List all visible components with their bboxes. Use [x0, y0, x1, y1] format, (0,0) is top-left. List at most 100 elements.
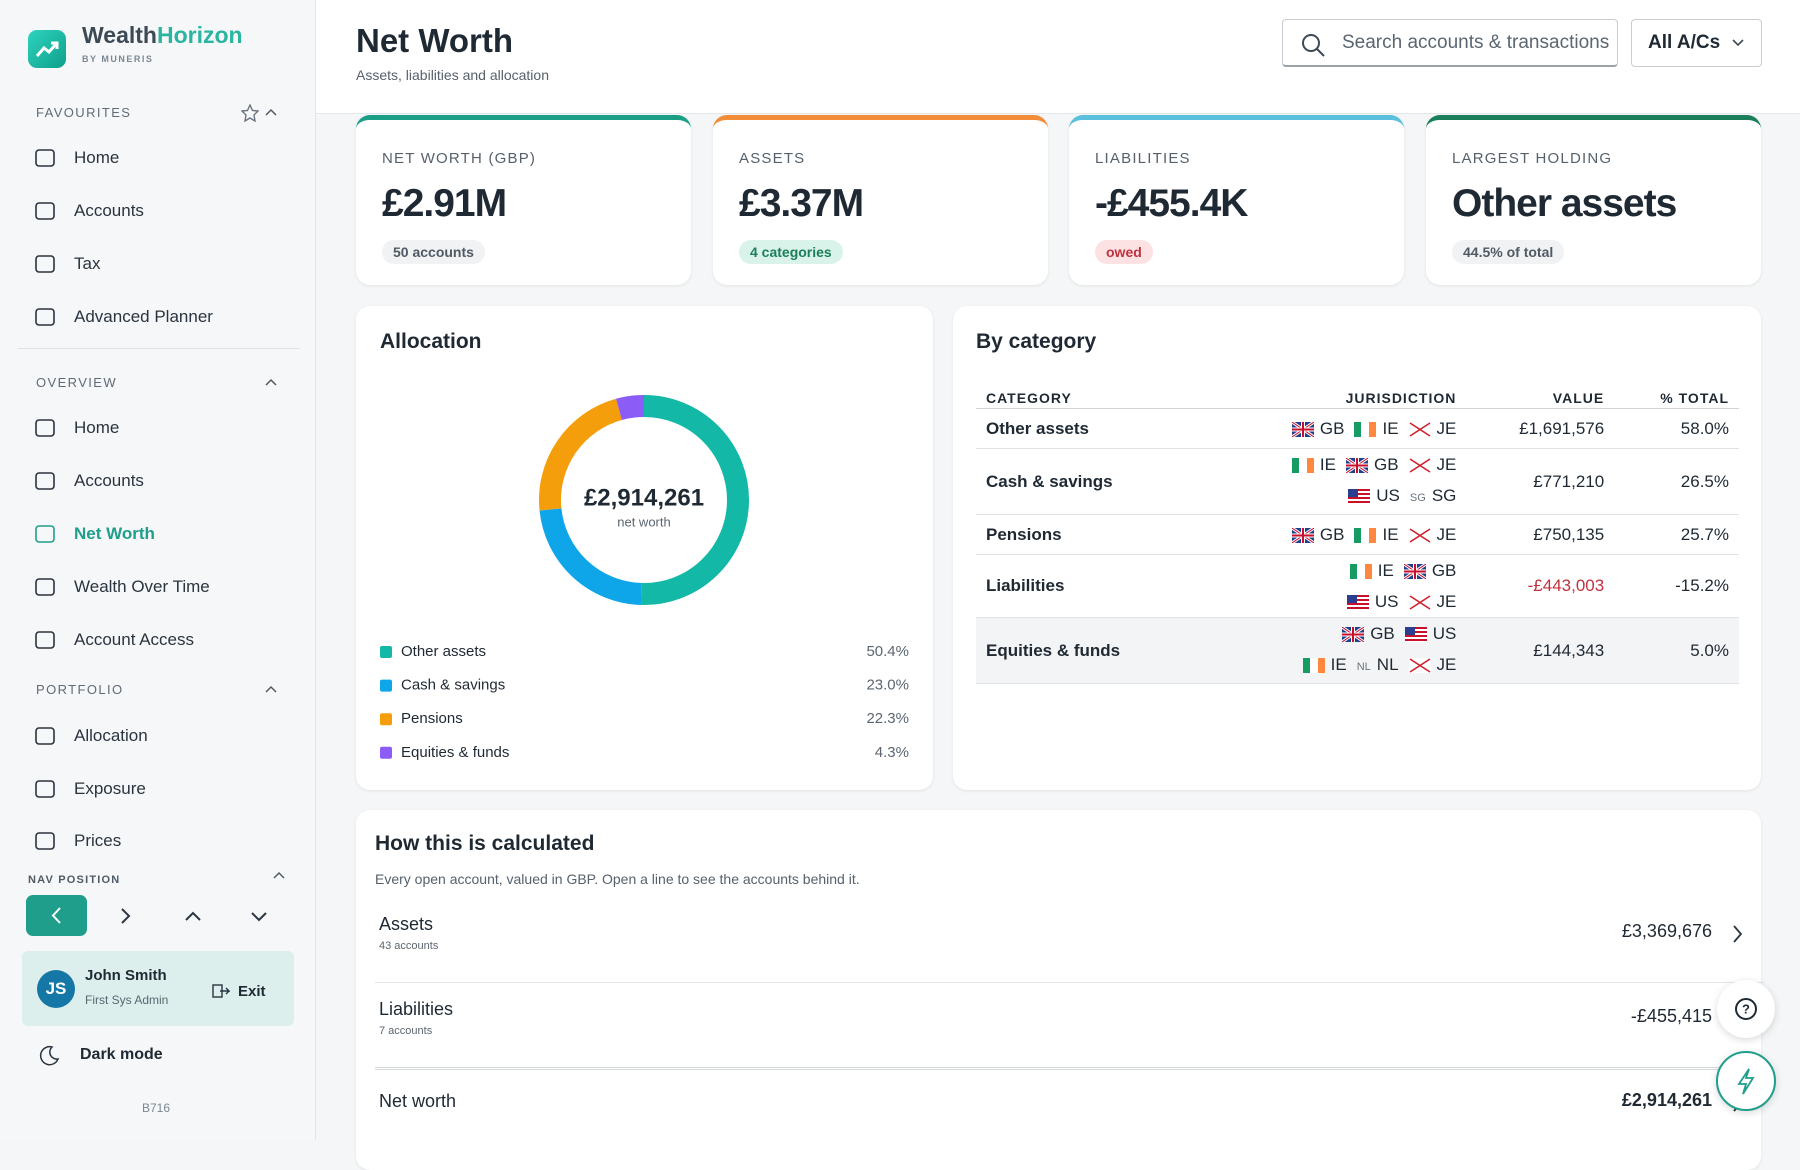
nav-icon: [35, 255, 55, 273]
flag: [1345, 458, 1368, 474]
table-row: Other assets GB IE JE £1,691,576 58.0%: [976, 408, 1739, 449]
flag-part: [1369, 528, 1377, 544]
section-title: FAVOURITES: [36, 105, 132, 120]
jurisdiction-code: NL: [1376, 655, 1399, 674]
nav-item[interactable]: Home: [74, 148, 120, 167]
jurisdiction-code: SG: [1431, 486, 1457, 505]
category-cell: Equities & funds: [976, 617, 1193, 684]
help-button[interactable]: ?: [1717, 980, 1775, 1038]
icon-shape: [35, 472, 55, 490]
flag-part: [1346, 603, 1369, 606]
collapse-chevron[interactable]: [273, 871, 285, 879]
nav-item[interactable]: Advanced Planner: [74, 307, 213, 326]
jurisdiction-code: US: [1432, 624, 1457, 643]
quick-action-button[interactable]: [1716, 1051, 1776, 1111]
star-icon[interactable]: [240, 103, 260, 127]
nav-next[interactable]: [110, 905, 140, 927]
flag-part: [1346, 595, 1357, 604]
legend-swatch: [380, 646, 392, 658]
nav-item[interactable]: Allocation: [74, 726, 148, 745]
jurisdiction-cell: IE GB US JE: [1192, 554, 1467, 618]
allocation-panel: Allocation £2,914,261 net worth Other as…: [356, 306, 933, 790]
nav-up[interactable]: [178, 905, 208, 927]
kpi-badge: 44.5% of total: [1452, 240, 1565, 264]
legend-swatch: [380, 746, 392, 759]
nav-item[interactable]: Home: [74, 418, 120, 437]
category-cell: Liabilities: [976, 554, 1193, 618]
jurisdiction-line: GB IE JE: [1203, 412, 1457, 445]
nav-item[interactable]: Wealth Over Time: [74, 577, 210, 596]
icon-shape: [35, 631, 55, 649]
nav-icon: [35, 308, 55, 326]
account-filter-label: All A/Cs: [1648, 32, 1721, 53]
svg-text:?: ?: [1742, 1001, 1750, 1016]
calc-line[interactable]: Assets 43 accounts £3,369,676: [375, 898, 1764, 983]
icon-shape: [35, 780, 55, 798]
nav-item[interactable]: Accounts: [74, 201, 144, 220]
calc-line[interactable]: Net worth £2,914,261: [375, 1067, 1764, 1137]
flag: [1408, 422, 1431, 438]
collapse-chevron[interactable]: [265, 378, 277, 386]
search-box[interactable]: Search accounts & transactions: [1282, 19, 1618, 67]
flag-part: [1354, 422, 1362, 438]
collapse-chevron[interactable]: [265, 108, 277, 116]
flag-part: [1346, 607, 1369, 610]
flag-part: [1404, 639, 1427, 642]
flag-part: [1409, 528, 1430, 543]
table-row: Equities & funds GB US IE NL NL JE £144,343 5.0%: [976, 617, 1739, 684]
jurisdiction-code: US: [1376, 486, 1400, 505]
exit-icon[interactable]: [212, 983, 230, 999]
jurisdiction-line: GB US: [1203, 618, 1457, 649]
value-cell: £771,210: [1466, 448, 1615, 515]
collapse-chevron[interactable]: [265, 685, 277, 693]
account-filter[interactable]: All A/Cs: [1631, 19, 1762, 67]
donut-center-value: £2,914,261: [584, 484, 704, 511]
jurisdiction-code: IE: [1382, 419, 1399, 438]
jurisdiction-line: US SG SG: [1203, 480, 1457, 514]
flag-part: [1298, 458, 1307, 474]
flag: [1403, 564, 1426, 580]
nav-icon: [35, 149, 55, 167]
sidebar: WealthHorizon BY MUNERIS NAV POSITION JS…: [0, 0, 316, 1140]
nav-item[interactable]: Account Access: [74, 630, 195, 649]
kpi-value: £2.91M: [382, 182, 507, 225]
flag-part: [1342, 633, 1365, 636]
nav-item[interactable]: Tax: [74, 254, 101, 273]
flag: [1408, 458, 1431, 474]
flag-part: [1364, 564, 1372, 580]
legend-swatch: [380, 679, 392, 692]
exit-button[interactable]: Exit: [238, 983, 266, 1000]
flag-part: [1345, 464, 1368, 467]
nav-prev[interactable]: [26, 895, 87, 936]
flag: [1354, 422, 1377, 438]
nav-item[interactable]: Net Worth: [74, 524, 155, 543]
column-header: % TOTAL: [1614, 386, 1739, 409]
legend-swatch: [380, 713, 392, 726]
pct-cell: 26.5%: [1614, 448, 1739, 515]
flag: [1348, 489, 1371, 505]
flag-part: [1348, 501, 1371, 504]
nav-icon: [35, 727, 55, 745]
jurisdiction-cell: GB IE JE: [1192, 514, 1467, 555]
legend-label: Other assets: [401, 643, 486, 660]
nav-item[interactable]: Accounts: [74, 471, 144, 490]
jurisdiction-code: JE: [1436, 455, 1457, 474]
flag-part: [1404, 635, 1427, 638]
icon-shape: [35, 255, 55, 273]
legend-value: 22.3%: [866, 710, 909, 727]
jurisdiction-code: JE: [1436, 419, 1457, 438]
avatar: JS: [37, 970, 75, 1008]
dark-mode-toggle[interactable]: Dark mode: [80, 1046, 163, 1063]
icon-shape: [35, 727, 55, 745]
icon-shape: [35, 832, 55, 850]
jurisdiction-code: US: [1374, 592, 1399, 611]
flag-part: [1348, 489, 1371, 492]
legend-value: 4.3%: [875, 744, 909, 761]
calc-line[interactable]: Liabilities 7 accounts -£455,415: [375, 983, 1764, 1068]
nav-item[interactable]: Prices: [74, 831, 122, 850]
nav-item[interactable]: Exposure: [74, 779, 146, 798]
nav-down[interactable]: [244, 905, 274, 927]
flag-part: [1348, 497, 1371, 500]
